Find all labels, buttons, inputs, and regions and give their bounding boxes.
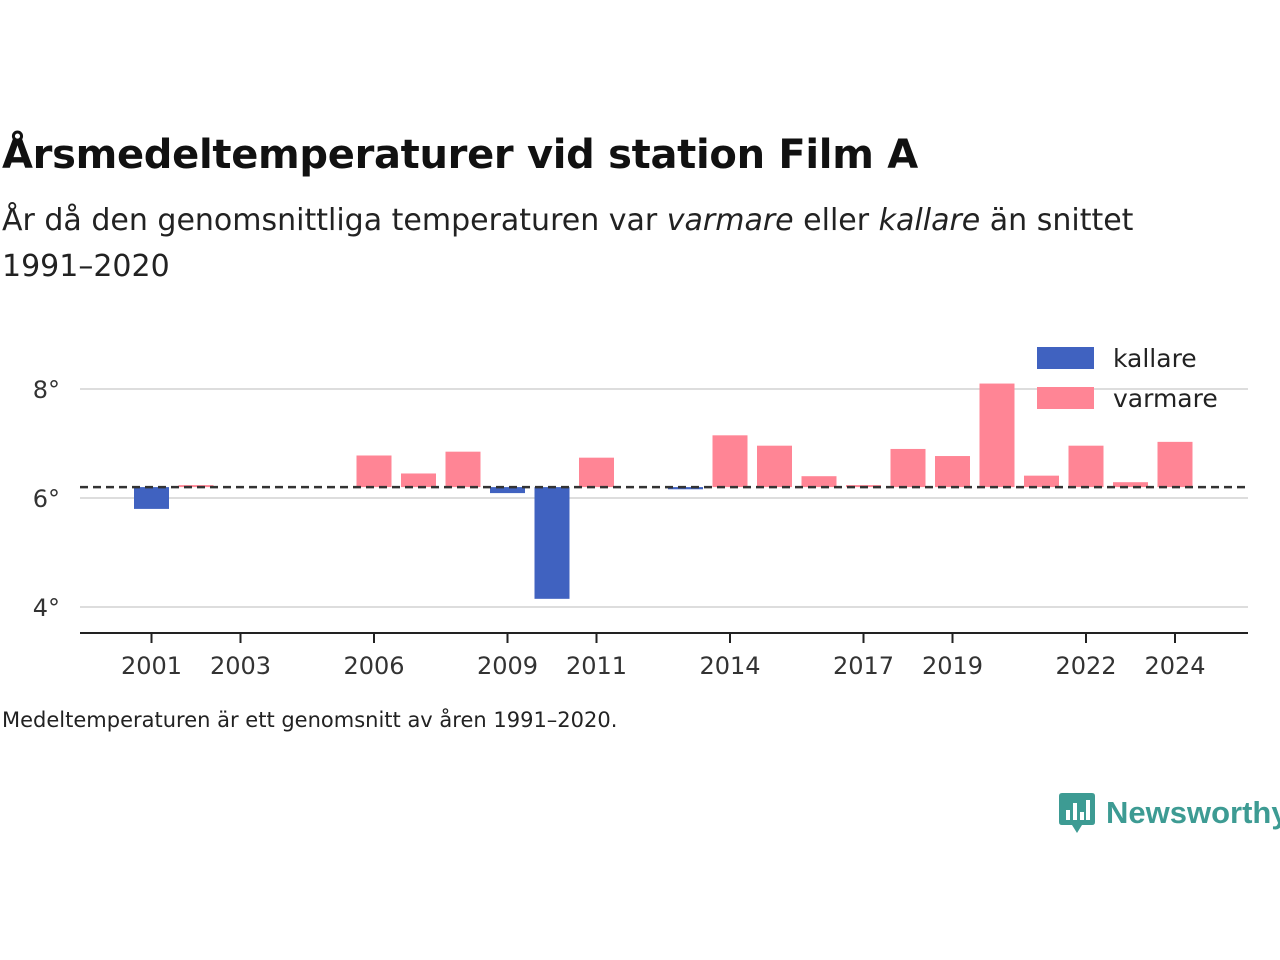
x-tick-label: 2009 [477, 652, 538, 680]
subtitle-text-1: År då den genomsnittliga temperaturen va… [2, 203, 667, 238]
x-tick-label: 2001 [121, 652, 182, 680]
bar-2023 [1113, 482, 1148, 488]
newsworthy-logo-icon [1059, 793, 1095, 833]
bar-2019 [935, 456, 970, 488]
subtitle-emphasis-colder: kallare [878, 203, 981, 238]
legend-label-varmare: varmare [1113, 384, 1218, 413]
subtitle-emphasis-warmer: varmare [666, 203, 794, 238]
brand-name: Newsworthy [1106, 795, 1280, 830]
bar-2020 [979, 383, 1015, 488]
y-tick-label: 6° [33, 485, 60, 513]
bar-2016 [801, 476, 837, 488]
bar-2022 [1068, 445, 1104, 488]
bar-2010 [534, 487, 570, 599]
subtitle-text-2: eller [793, 203, 879, 238]
bar-2021 [1024, 475, 1059, 488]
grid-layer: 4° 6° 8° [33, 376, 1248, 622]
x-tick-label: 2011 [566, 652, 627, 680]
legend-swatch-kallare [1037, 347, 1094, 369]
bar-2001 [134, 487, 169, 509]
bar-2002 [178, 485, 214, 488]
x-tick-label: 2024 [1144, 652, 1205, 680]
subtitle-text-3: än snittet 1991–2020 [2, 203, 1134, 284]
bar-2006 [356, 455, 392, 488]
bar-2009 [490, 487, 525, 494]
footnote: Medeltemperaturen är ett genomsnitt av å… [2, 708, 618, 732]
brand-logo: Newsworthy [1058, 790, 1280, 836]
bar-2007 [401, 473, 436, 488]
bar-2014 [712, 435, 748, 488]
x-tick-label: 2022 [1055, 652, 1116, 680]
y-tick-label: 8° [33, 376, 60, 404]
x-tick-label: 2003 [210, 652, 271, 680]
bar-chart: 4°6°8° 2001 2003 2006 2009 2011 2014 2017 2019 2… [33, 344, 1248, 680]
bar-2011 [579, 457, 614, 488]
legend-label-kallare: kallare [1113, 344, 1197, 373]
bar-2024 [1157, 441, 1193, 488]
x-tick-label: 2014 [699, 652, 760, 680]
chart-title: Årsmedeltemperaturer vid station Film A [2, 132, 918, 178]
bars-layer [134, 383, 1193, 599]
bar-2008 [445, 451, 481, 488]
chart-subtitle: År då den genomsnittliga temperaturen va… [2, 198, 1222, 290]
x-tick-label: 2019 [922, 652, 983, 680]
bar-2015 [757, 445, 792, 488]
bar-2018 [890, 448, 926, 488]
legend: kallare varmare [1037, 344, 1218, 413]
y-tick-label: 4° [33, 594, 60, 622]
legend-swatch-varmare [1037, 387, 1094, 409]
x-tick-label: 2006 [343, 652, 404, 680]
x-tick-label: 2017 [833, 652, 894, 680]
x-axis: 2001 2003 2006 2009 2011 2014 2017 2019 2022 2024 [80, 632, 1248, 680]
